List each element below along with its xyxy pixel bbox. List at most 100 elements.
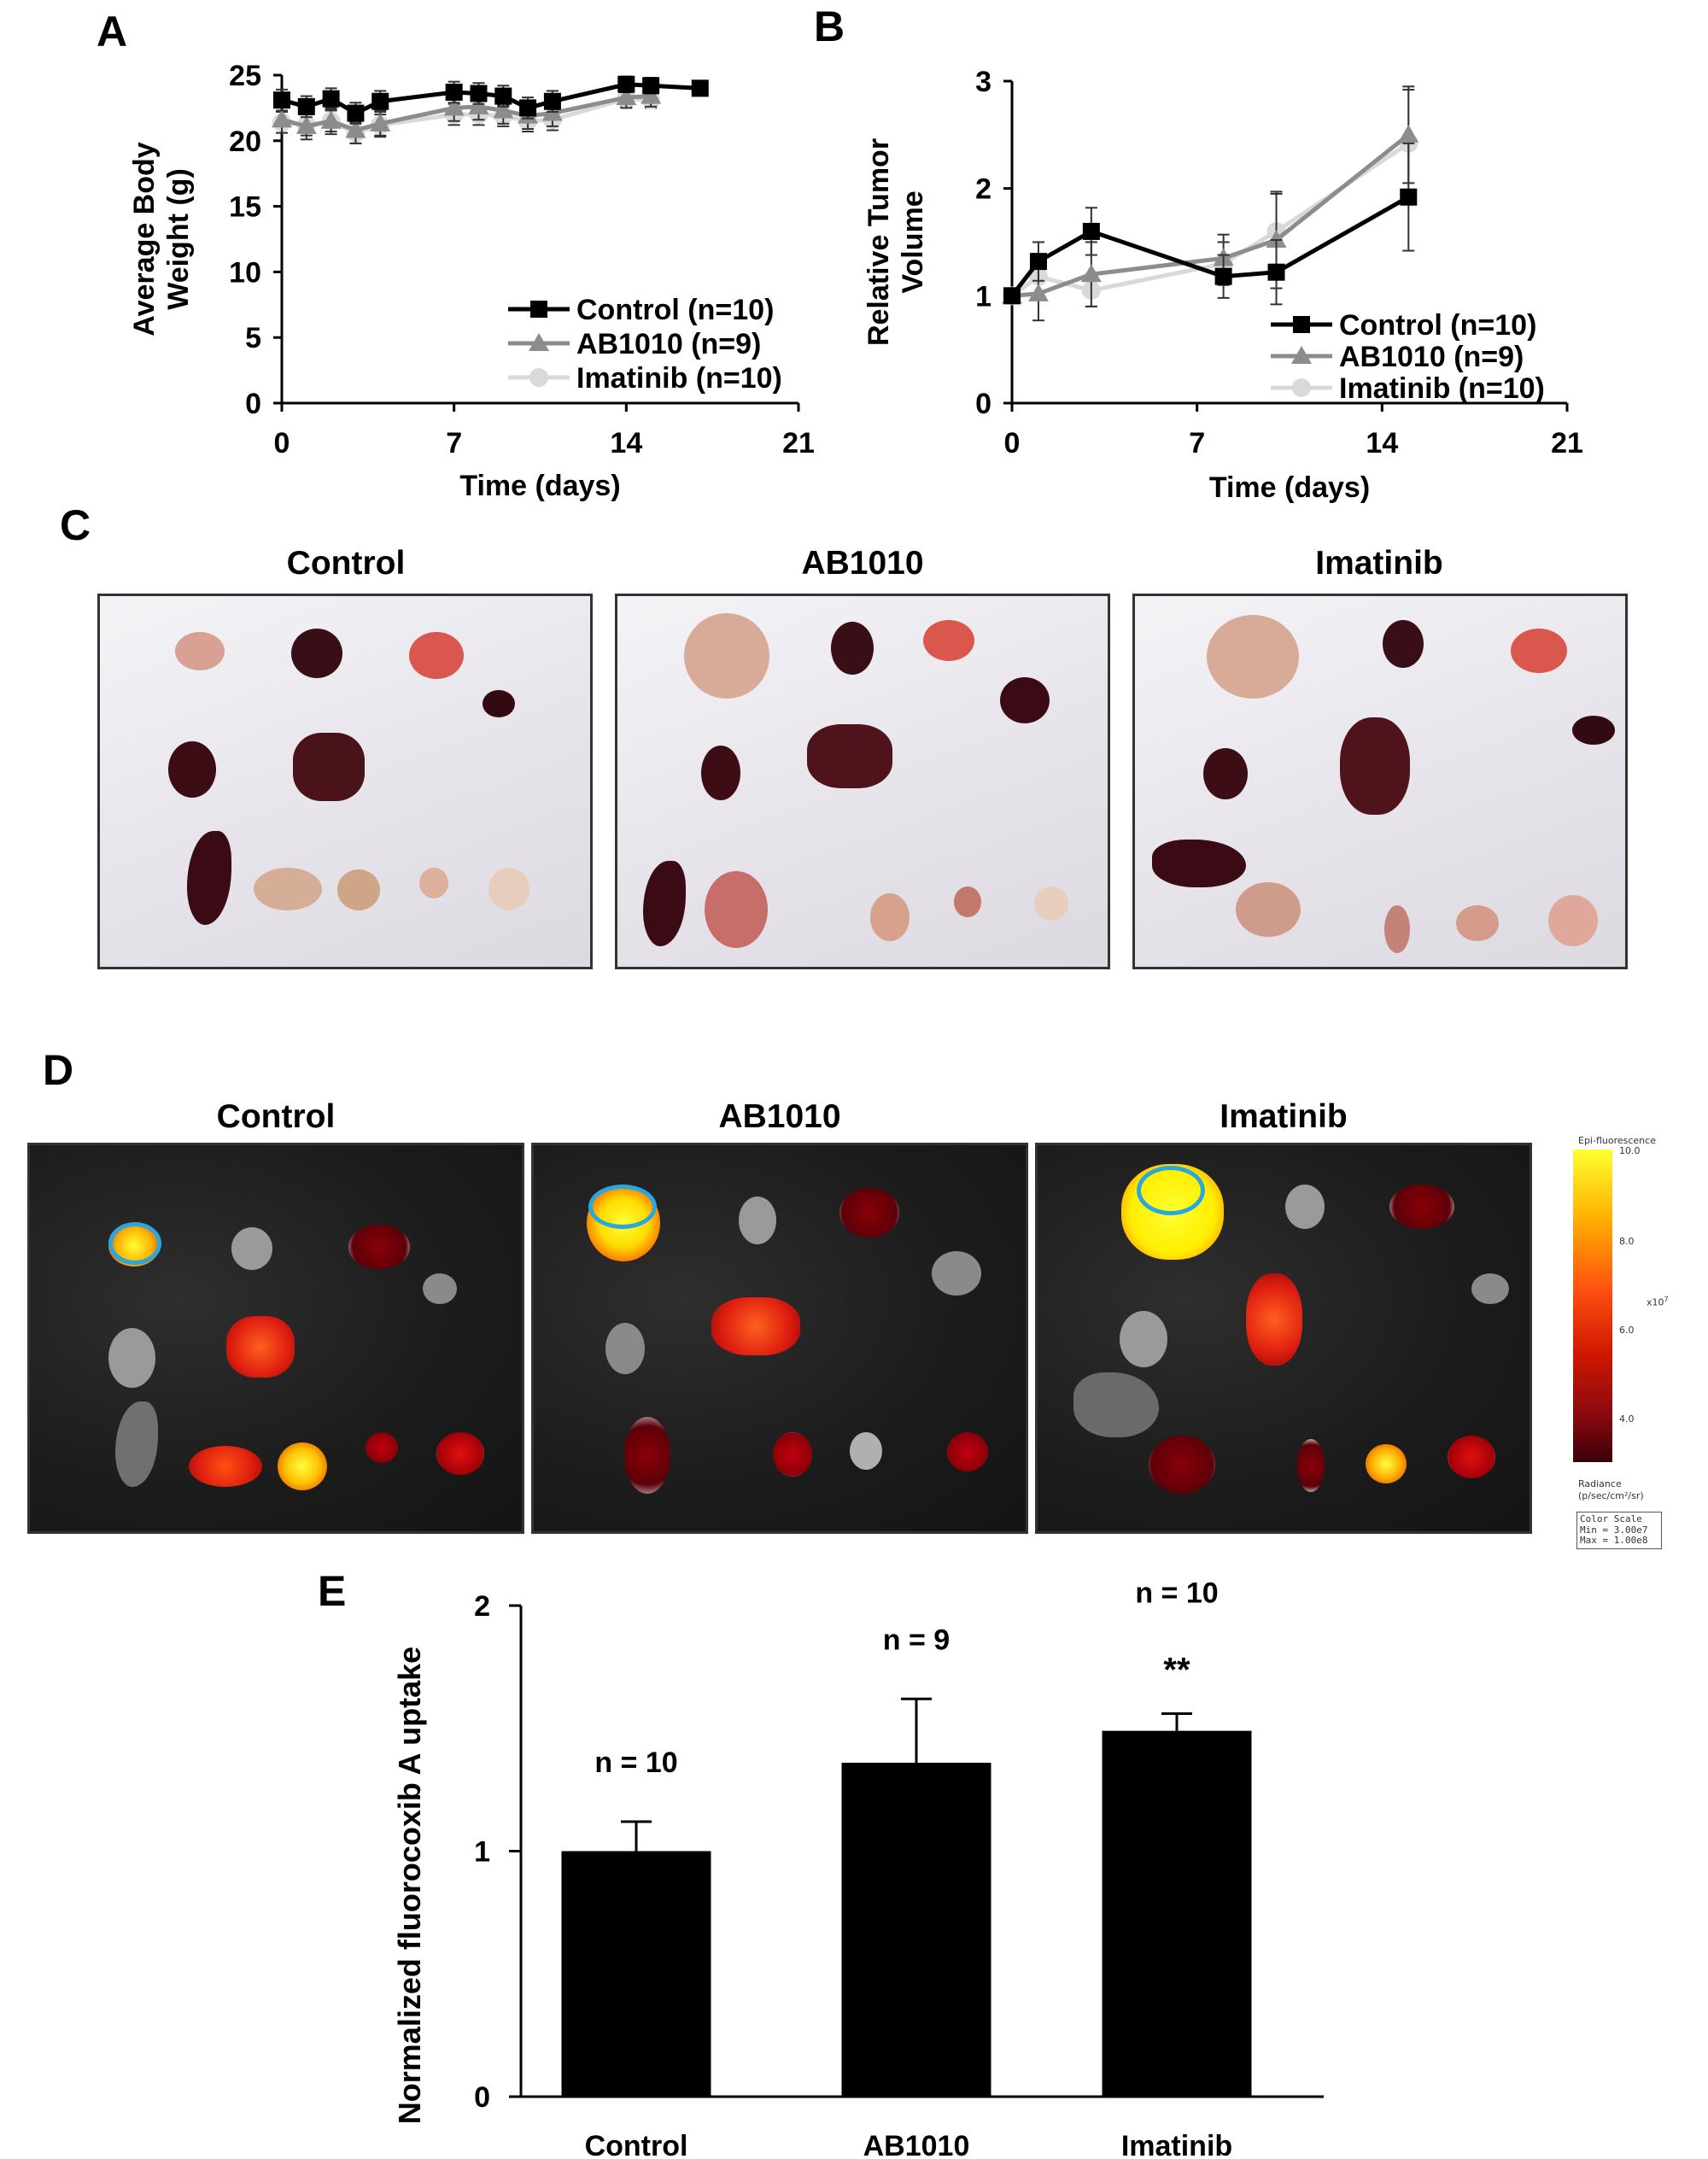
colorbar-scale-max: Max = 1.00e8 <box>1580 1535 1648 1547</box>
fluorescence-imatinib <box>1035 1143 1532 1534</box>
chart-a-data-point <box>320 110 342 129</box>
colorbar-scale-title: Color Scale <box>1580 1513 1642 1524</box>
colorbar-scale-box: Color Scale Min = 3.00e7 Max = 1.00e8 <box>1576 1512 1662 1549</box>
chart-a-data-point <box>640 85 662 104</box>
chart-b-data-point <box>1214 267 1232 285</box>
chart-a-ytick-label: 25 <box>229 60 261 92</box>
chart-a-data-point <box>443 97 465 116</box>
fluorescence-ab1010 <box>531 1143 1028 1534</box>
colorbar-scale-min: Min = 3.00e7 <box>1580 1524 1648 1536</box>
chart-a-y-axis-label: Average Body <box>128 142 161 336</box>
chart-a-legend-label: Control (n=10) <box>576 294 774 326</box>
colorbar-tick-8: 8.0 <box>1619 1236 1635 1247</box>
photo-c-title-ab1010: AB1010 <box>801 545 924 582</box>
chart-e-ytick-label: 2 <box>474 1590 490 1623</box>
chart-e-bar <box>841 1763 991 2097</box>
chart-b-y-axis-label: Volume <box>897 190 929 293</box>
chart-a-data-point <box>445 83 463 101</box>
chart-b-data-point <box>1267 263 1285 281</box>
chart-a-legend-label: Imatinib (n=10) <box>576 362 782 395</box>
colorbar-max-label: 10.0 <box>1619 1145 1641 1156</box>
chart-a-legend-marker <box>529 368 548 387</box>
chart-b-legend-label: AB1010 (n=9) <box>1339 341 1524 373</box>
chart-a-data-point <box>493 100 514 119</box>
photo-ab1010-organs <box>615 594 1110 969</box>
photo-d-title-ab1010: AB1010 <box>718 1098 841 1135</box>
panel-a-label: A <box>97 8 128 56</box>
chart-b-ytick-label: 0 <box>975 388 991 420</box>
photo-control-organs <box>97 594 593 969</box>
chart-e-y-axis-label: Normalized fluorocoxib A uptake <box>392 1647 427 2124</box>
fluorescence-control <box>27 1143 524 1534</box>
chart-a-data-point <box>272 109 292 128</box>
chart-a-xtick-label: 21 <box>782 427 815 459</box>
chart-e-n-annotation: n = 9 <box>883 1624 950 1656</box>
chart-a-data-point <box>642 77 660 95</box>
photo-d-title-imatinib: Imatinib <box>1220 1098 1348 1135</box>
chart-e-bar <box>1102 1730 1252 2097</box>
chart-b-xtick-label: 14 <box>1366 427 1398 459</box>
chart-a-data-point <box>617 75 635 93</box>
chart-b-legend-marker <box>1291 346 1312 364</box>
chart-a-data-point <box>519 99 537 117</box>
chart-a-series-group <box>273 75 709 125</box>
photo-c-title-imatinib: Imatinib <box>1315 545 1443 582</box>
chart-a-data-point <box>691 79 709 97</box>
chart-b-data-point <box>1027 283 1049 301</box>
chart-a-data-point <box>347 104 365 122</box>
chart-e-n-annotation: n = 10 <box>594 1747 677 1779</box>
chart-a-data-point <box>295 115 317 134</box>
chart-a-body-weight: 0 5 10 15 20 25 0 7 14 21 Time (days) Average Body W… <box>128 60 815 502</box>
chart-b-data-point <box>1266 229 1287 248</box>
chart-a-data-point <box>543 92 561 110</box>
chart-b-ytick-label: 2 <box>975 173 991 206</box>
panel-d-label: D <box>43 1046 74 1094</box>
chart-b-data-point <box>1003 287 1021 305</box>
chart-b-legend-label: Imatinib (n=10) <box>1339 372 1545 405</box>
chart-b-x-axis-label: Time (days) <box>1209 471 1370 504</box>
photo-d-title-control: Control <box>216 1098 336 1135</box>
colorbar-tick-4: 4.0 <box>1619 1413 1635 1425</box>
chart-b-tumor-volume: 0 1 2 3 0 7 14 21 Time (days) Relative Tumor Volum… <box>863 66 1583 504</box>
chart-b-data-point <box>1082 222 1100 240</box>
chart-b-legend-marker <box>1293 316 1310 333</box>
chart-b-xtick-label: 21 <box>1551 427 1583 459</box>
photo-imatinib-organs <box>1132 594 1628 969</box>
chart-a-data-point <box>370 113 391 132</box>
chart-b-series-group <box>1003 142 1418 306</box>
chart-a-legend-label: AB1010 (n=9) <box>576 328 761 360</box>
chart-a-xtick-label: 14 <box>610 427 642 459</box>
colorbar-unit-label: Radiance <box>1578 1478 1622 1489</box>
colorbar-tick-6: 6.0 <box>1619 1325 1635 1336</box>
chart-a-data-point <box>371 92 389 110</box>
chart-b-legend-label: Control (n=10) <box>1339 309 1536 342</box>
colorbar-unit: (p/sec/cm²/sr) <box>1578 1490 1644 1501</box>
chart-a-data-point <box>470 85 488 102</box>
chart-e-bar <box>561 1851 711 2097</box>
chart-b-data-point <box>1400 188 1418 206</box>
chart-a-data-point <box>468 96 489 114</box>
chart-a-x-axis-label: Time (days) <box>459 470 620 502</box>
chart-a-xtick-label: 7 <box>446 427 462 459</box>
chart-a-ytick-label: 5 <box>245 322 261 354</box>
chart-e-n-annotation: n = 10 <box>1135 1577 1218 1610</box>
chart-e-category-label: AB1010 <box>863 2130 970 2159</box>
colorbar-multiplier: x107 <box>1647 1296 1669 1308</box>
photo-c-title-control: Control <box>286 545 406 582</box>
chart-e-category-label: Control <box>585 2130 688 2159</box>
chart-b-data-point <box>1029 253 1047 271</box>
chart-a-data-point <box>616 87 637 106</box>
chart-a-y-axis-label: Weight (g) <box>162 168 195 310</box>
panel-b-label: B <box>814 3 845 50</box>
chart-b-xtick-label: 0 <box>1004 427 1021 459</box>
chart-e-category-label: Imatinib <box>1121 2130 1232 2159</box>
chart-b-ytick-label: 3 <box>975 66 991 98</box>
chart-b-data-point <box>1398 124 1419 143</box>
chart-a-xtick-label: 0 <box>274 427 290 459</box>
chart-e-ytick-label: 1 <box>474 1836 490 1869</box>
chart-a-data-point <box>273 91 290 109</box>
chart-a-ytick-label: 15 <box>229 191 261 224</box>
chart-a-data-point <box>322 90 340 108</box>
panel-c-label: C <box>60 501 91 549</box>
